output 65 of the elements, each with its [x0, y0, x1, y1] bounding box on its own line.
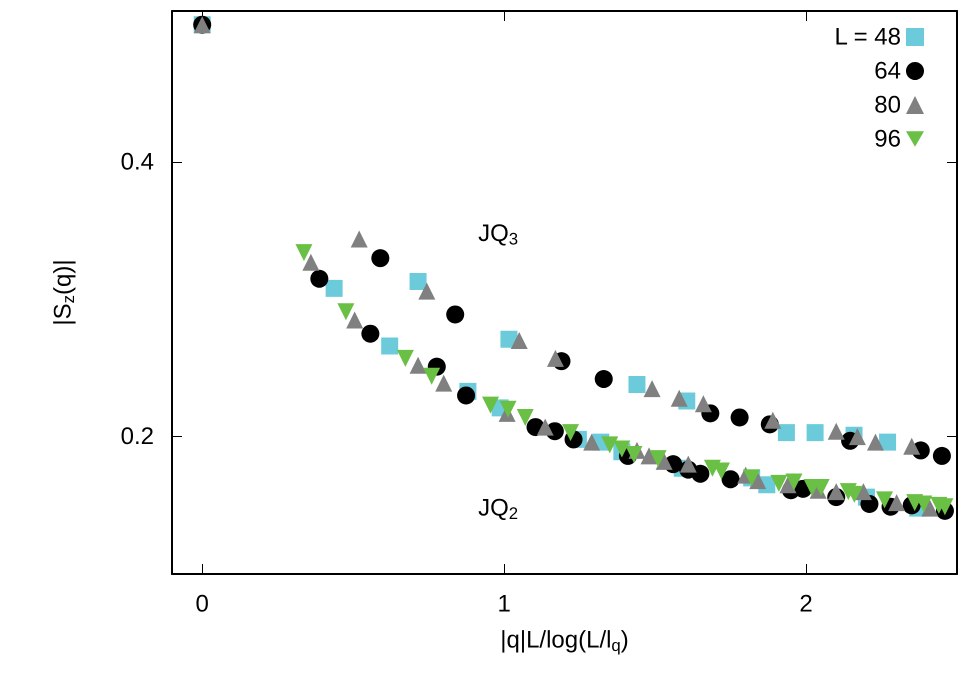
point	[854, 483, 872, 500]
point	[640, 447, 658, 464]
point	[446, 305, 464, 324]
point	[625, 446, 642, 464]
point	[785, 474, 802, 490]
point	[350, 230, 368, 248]
point	[778, 424, 795, 442]
point	[435, 374, 452, 392]
point	[722, 470, 740, 488]
point	[601, 436, 618, 454]
point	[536, 418, 554, 436]
point	[583, 434, 600, 451]
point	[764, 412, 782, 429]
point	[510, 332, 528, 350]
point	[516, 408, 534, 426]
point	[482, 396, 500, 414]
legend-label: L = 48	[834, 24, 901, 50]
x-tick-label: 1	[497, 590, 511, 618]
y-tick-label: 0.2	[120, 423, 154, 450]
point	[302, 254, 320, 271]
point	[828, 422, 845, 440]
point	[691, 464, 710, 483]
point	[730, 408, 749, 426]
point	[680, 456, 697, 473]
point	[888, 494, 906, 512]
point	[650, 450, 667, 468]
point	[410, 356, 427, 374]
legend-label: 96	[874, 126, 901, 152]
point	[670, 390, 688, 407]
point	[326, 280, 343, 297]
point	[848, 428, 866, 446]
point	[396, 350, 414, 367]
point	[337, 303, 354, 320]
point	[381, 338, 398, 355]
point	[500, 400, 517, 418]
point	[879, 434, 896, 451]
point	[921, 500, 938, 517]
point	[457, 386, 476, 404]
point	[546, 350, 564, 367]
y-tick-label: 0.4	[120, 148, 154, 176]
point	[594, 370, 613, 388]
point	[410, 273, 427, 290]
point	[562, 424, 580, 442]
point	[876, 491, 894, 508]
x-tick-label: 2	[799, 590, 813, 618]
point	[932, 446, 951, 465]
x-tick-label: 0	[196, 590, 209, 618]
point	[828, 483, 845, 500]
point	[903, 438, 920, 455]
y-axis-title: |Sz(q)|	[50, 259, 78, 326]
point	[694, 395, 712, 412]
point	[346, 311, 364, 328]
point	[310, 270, 328, 288]
point	[770, 474, 788, 492]
legend-label: 64	[874, 58, 901, 84]
legend-label: 80	[874, 92, 901, 118]
point	[371, 249, 390, 268]
point	[361, 324, 380, 343]
point	[806, 424, 824, 442]
point	[628, 376, 646, 393]
point	[418, 282, 436, 300]
point	[423, 368, 440, 385]
point	[866, 434, 884, 451]
point	[644, 380, 661, 398]
point	[295, 244, 312, 262]
